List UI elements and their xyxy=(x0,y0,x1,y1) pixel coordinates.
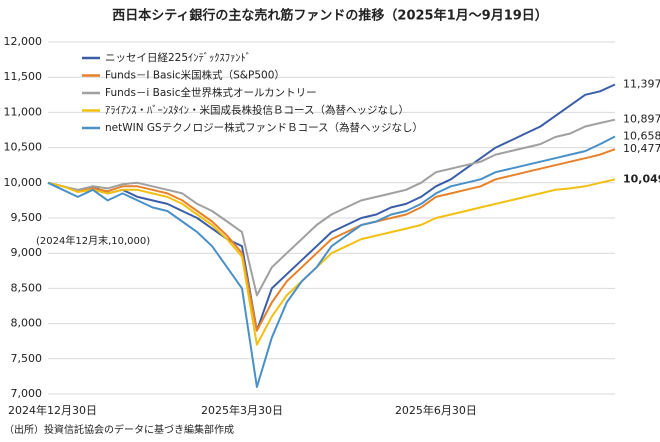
series-line xyxy=(47,148,616,332)
y-tick-label: 12,000 xyxy=(4,35,43,48)
end-value-label: 10,658 xyxy=(623,129,660,142)
legend-label: Funds－I Basic米国株式（S&P500） xyxy=(105,69,285,82)
legend-label: ｱﾗｲｱﾝｽ・ﾊﾞｰﾝｽﾀｲﾝ・米国成長株投信Ｂコース（為替ヘッジなし） xyxy=(105,104,409,117)
legend-label: Funds－i Basic全世界株式オールカントリー xyxy=(105,86,317,99)
y-tick-label: 10,500 xyxy=(4,141,43,154)
y-tick-label: 9,000 xyxy=(11,246,43,259)
y-tick-label: 8,000 xyxy=(11,317,43,330)
x-tick-label: 2025年3月30日 xyxy=(201,403,283,417)
y-tick-label: 7,000 xyxy=(11,387,43,400)
x-tick-label: 2025年6月30日 xyxy=(395,403,477,417)
y-tick-label: 11,500 xyxy=(4,70,43,83)
y-tick-label: 8,500 xyxy=(11,281,43,294)
series-line xyxy=(47,118,616,297)
y-tick-label: 9,500 xyxy=(11,211,43,224)
end-value-label: 11,397 xyxy=(623,77,660,90)
annotation: (2024年12月末,10,000) xyxy=(36,234,150,247)
end-value-label: 10,897 xyxy=(623,113,660,126)
series-line xyxy=(47,83,616,332)
y-tick-label: 10,000 xyxy=(4,176,43,189)
end-value-label: 10,049 xyxy=(623,172,660,185)
series-line xyxy=(47,135,616,388)
legend-label: ニッセイ日経225ｲﾝﾃﾞｯｸｽﾌｧﾝﾄﾞ xyxy=(105,51,251,64)
series-line xyxy=(47,178,616,346)
y-tick-label: 11,000 xyxy=(4,105,43,118)
end-value-label: 10,477 xyxy=(623,142,660,155)
legend-label: netWIN GSテクノロジー株式ファンドＢコース（為替ヘッジなし） xyxy=(105,121,423,134)
y-tick-label: 7,500 xyxy=(11,352,43,365)
x-tick-label: 2024年12月30日 xyxy=(8,403,97,417)
chart-title: 西日本シティ銀行の主な売れ筋ファンドの推移（2025年1月～9月19日） xyxy=(112,8,548,24)
source-note: （出所）投資信託協会のデータに基づき編集部作成 xyxy=(4,423,234,436)
